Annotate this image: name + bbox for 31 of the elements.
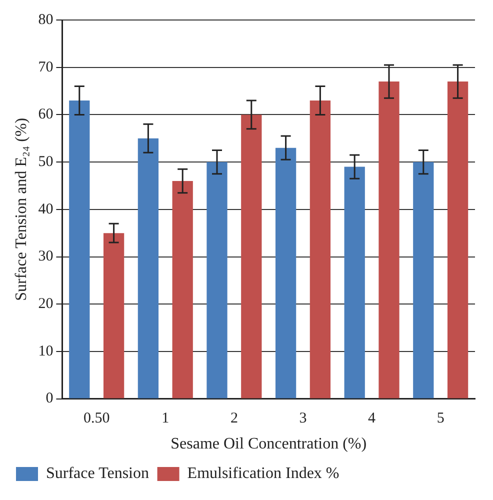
y-tick-label: 0 bbox=[46, 390, 54, 407]
x-axis-title: Sesame Oil Concentration (%) bbox=[170, 436, 367, 453]
y-tick-label: 80 bbox=[38, 12, 54, 28]
bar bbox=[275, 148, 296, 398]
legend-label: Surface Tension bbox=[46, 465, 149, 482]
x-tick-label: 5 bbox=[436, 410, 444, 427]
bar bbox=[344, 166, 365, 398]
bar bbox=[206, 162, 228, 398]
x-tick-label: 1 bbox=[162, 410, 170, 427]
bar bbox=[447, 82, 468, 398]
bar bbox=[241, 114, 262, 398]
bar bbox=[413, 162, 434, 398]
y-tick-label: 70 bbox=[38, 59, 54, 76]
bar bbox=[378, 82, 400, 398]
bar bbox=[138, 138, 159, 398]
y-axis-title: Surface Tension and E₂₄ (%) bbox=[12, 118, 30, 301]
bar bbox=[69, 100, 90, 398]
legend-label: Emulsification Index % bbox=[187, 465, 340, 482]
y-tick-label: 10 bbox=[38, 343, 54, 360]
x-tick-label: 2 bbox=[230, 410, 238, 427]
bar bbox=[103, 233, 124, 398]
x-tick-label: 3 bbox=[299, 410, 307, 427]
x-tick-label: 4 bbox=[368, 410, 376, 427]
y-tick-label: 20 bbox=[38, 296, 54, 312]
y-tick-label: 40 bbox=[38, 201, 54, 218]
y-tick-label: 30 bbox=[38, 248, 54, 265]
bar bbox=[310, 100, 331, 398]
bar bbox=[172, 180, 193, 398]
y-tick-label: 50 bbox=[38, 154, 54, 170]
y-tick-label: 60 bbox=[38, 106, 54, 123]
x-tick-label: 0.50 bbox=[83, 410, 110, 427]
